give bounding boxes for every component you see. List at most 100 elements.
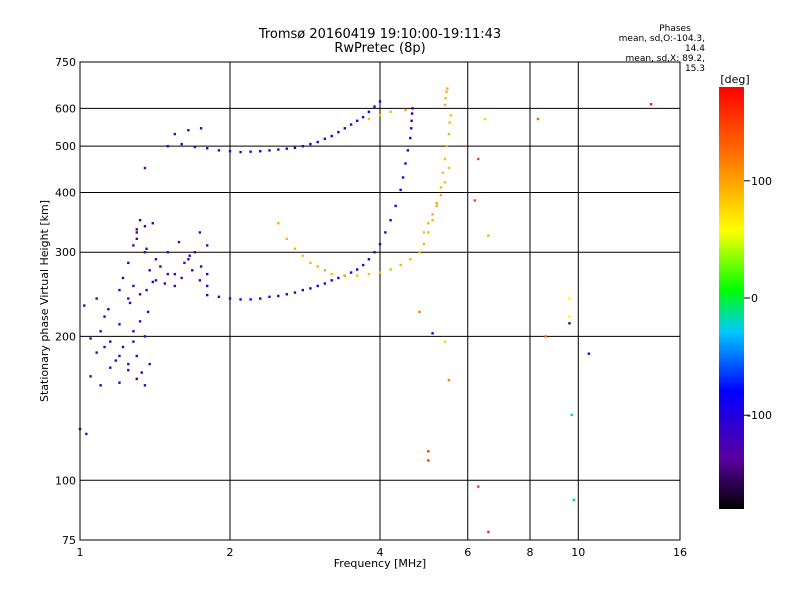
data-point: [367, 110, 371, 114]
data-point: [166, 251, 169, 254]
data-point: [427, 222, 430, 225]
data-point: [121, 345, 125, 349]
data-point: [411, 107, 414, 110]
data-point: [109, 366, 112, 369]
data-point: [404, 108, 407, 112]
data-point: [418, 310, 421, 314]
data-point: [199, 127, 203, 130]
phases-x-line: mean, sd,X: 89.2, 15.3: [625, 54, 705, 74]
data-points: [78, 87, 653, 534]
x-tick-label: 16: [673, 546, 687, 559]
data-point: [95, 297, 98, 300]
data-point: [285, 293, 288, 296]
data-point: [355, 119, 359, 123]
data-point: [191, 269, 194, 272]
data-point: [187, 128, 190, 132]
data-point: [568, 322, 571, 325]
data-point: [448, 121, 451, 124]
data-point: [343, 127, 347, 130]
data-point: [316, 265, 319, 268]
data-point: [193, 251, 197, 254]
data-point: [431, 213, 434, 216]
phases-summary: Phases mean, sd,O:-104.3, 14.4 mean, sd,…: [605, 24, 705, 74]
data-point: [483, 117, 487, 121]
data-point: [570, 413, 573, 417]
y-tick-label: 500: [55, 140, 76, 153]
data-point: [118, 381, 121, 384]
data-point: [427, 459, 430, 462]
data-point: [259, 150, 262, 153]
data-point: [439, 193, 443, 197]
data-point: [138, 320, 142, 323]
data-point: [445, 144, 449, 148]
data-point: [285, 237, 288, 241]
data-point: [277, 294, 280, 298]
data-point: [277, 148, 280, 151]
y-tick-label: 300: [55, 246, 76, 259]
data-point: [367, 117, 371, 121]
data-point: [85, 432, 88, 436]
data-point: [301, 144, 305, 148]
data-point: [188, 254, 191, 257]
data-point: [435, 201, 438, 205]
data-point: [349, 271, 353, 274]
data-point: [384, 231, 387, 234]
x-tick-label: 8: [527, 546, 534, 559]
data-point: [389, 110, 392, 114]
data-point: [103, 345, 106, 349]
data-point: [103, 315, 106, 318]
data-point: [447, 132, 451, 136]
data-point: [140, 371, 143, 374]
data-point: [198, 279, 202, 282]
colorbar-tick-label: 0: [751, 292, 758, 305]
data-point: [127, 261, 130, 265]
y-tick-label: 750: [55, 56, 76, 69]
data-point: [159, 265, 162, 268]
x-tick-label: 10: [571, 546, 585, 559]
data-point: [409, 136, 412, 140]
data-point: [410, 119, 413, 123]
data-point: [447, 166, 451, 170]
data-point: [99, 330, 102, 333]
data-point: [183, 261, 186, 265]
data-point: [536, 117, 540, 121]
data-point: [127, 368, 130, 372]
data-point: [173, 284, 177, 288]
data-point: [239, 298, 242, 301]
data-point: [107, 307, 110, 311]
y-tick-label: 600: [55, 102, 76, 115]
data-point: [166, 272, 169, 276]
data-point: [572, 498, 576, 502]
data-point: [135, 377, 138, 381]
data-point: [128, 301, 132, 305]
data-point: [473, 199, 477, 202]
data-point: [293, 247, 297, 250]
y-tick-label: 100: [55, 474, 76, 487]
data-point: [301, 288, 305, 292]
data-point: [205, 147, 209, 150]
data-point: [146, 310, 150, 314]
x-tick-label: 1: [77, 546, 84, 559]
data-point: [439, 186, 443, 189]
data-point: [418, 251, 421, 254]
data-point: [228, 297, 232, 300]
data-point: [367, 258, 371, 261]
phases-heading: Phases: [659, 24, 691, 34]
data-point: [399, 188, 402, 192]
data-point: [145, 247, 148, 250]
data-point: [378, 242, 382, 246]
data-point: [487, 234, 490, 237]
data-point: [378, 271, 382, 274]
data-point: [487, 530, 490, 534]
data-point: [309, 287, 312, 290]
data-point: [409, 127, 413, 130]
data-point: [249, 298, 252, 301]
data-point: [389, 268, 392, 271]
data-point: [355, 274, 359, 277]
data-point: [193, 145, 197, 149]
data-point: [444, 96, 447, 100]
data-point: [449, 114, 453, 117]
data-point: [173, 132, 177, 136]
data-point: [427, 450, 430, 453]
